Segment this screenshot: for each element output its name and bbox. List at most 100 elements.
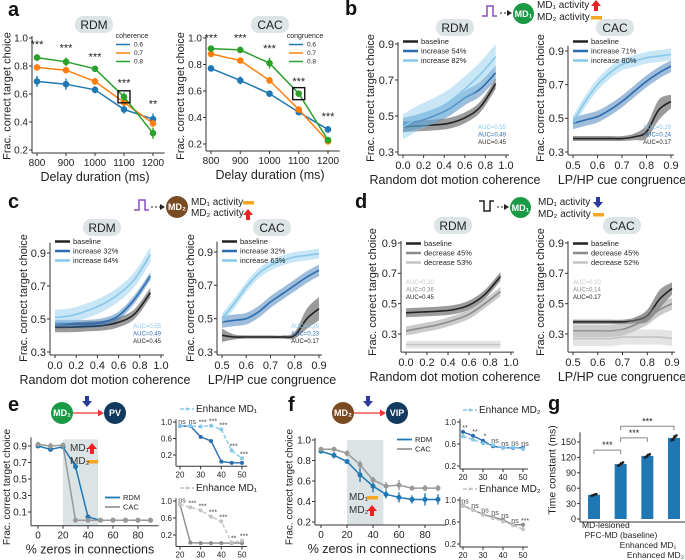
significance-label: *** (642, 416, 653, 426)
legend-label: decrease 45% (591, 249, 639, 258)
data-point (240, 538, 244, 543)
x-axis-label: Random dot motion coherence (20, 373, 191, 387)
y-tick-label: 0.9 (382, 238, 397, 250)
significance-label: ns (511, 518, 519, 525)
significance-bracket (620, 437, 648, 442)
confidence-band (55, 287, 151, 333)
y-axis-label: Frac. correct target choice (285, 428, 296, 545)
x-tick-label: 40 (499, 473, 508, 482)
data-point (120, 93, 128, 101)
data-point (135, 517, 141, 523)
subplot-bC: 0.30.50.70.90.5 0.6 0.7 0.8 0.9 (549, 19, 679, 172)
confidence-band (403, 65, 496, 133)
subplot-fM: 0.2 0.4 0.6 0.8 1.0 0 20 40 60 80 (297, 436, 447, 541)
data-point (219, 519, 224, 524)
auc-label: AUC=0.29 (291, 324, 320, 330)
data-point (396, 482, 402, 488)
x-tick-label: 50 (238, 551, 247, 560)
auc-label: AUC=0.17 (291, 339, 320, 345)
x-tick-label: 0 (318, 530, 324, 541)
subplot-g: 0 30 60 90 120 150 (561, 425, 685, 524)
y-tick-label: 0.7 (31, 281, 46, 293)
md2-label: MD₂ (70, 456, 90, 467)
data-point (91, 86, 99, 94)
y-tick-label: 0 (571, 514, 576, 524)
data-point (207, 45, 215, 52)
subplot-dR: 0.3 0.5 0.7 0.9 0.0 0.2 0.4 0.6 0.8 1.0 (382, 217, 519, 369)
x-tick-label: 0.8 (482, 357, 497, 369)
data-point (209, 423, 213, 428)
significance-label: *** (89, 52, 103, 64)
data-point (149, 129, 157, 137)
legend-label: baseline (240, 237, 268, 246)
series-line (54, 292, 152, 329)
bar (668, 437, 680, 519)
data-point (675, 434, 678, 437)
x-axis-label: LP/HP cue congruence (558, 173, 685, 187)
legend-label: 0.8 (307, 59, 316, 66)
x-tick-label: 0.4 (440, 357, 455, 369)
legend-label: increase 80% (591, 56, 637, 65)
x-tick-label: 0.2 (419, 357, 434, 369)
y-tick-label: 1.0 (188, 34, 202, 45)
data-point (85, 517, 91, 523)
legend-title: congruence (287, 33, 324, 40)
data-point (621, 461, 625, 464)
y-tick-label: 0.6 (445, 440, 457, 449)
data-point (435, 496, 441, 502)
y-tick-label: 0.3 (13, 491, 27, 502)
significance-label: ns (491, 438, 499, 445)
data-point (471, 433, 475, 438)
data-point (207, 65, 215, 72)
significance-label: ns (178, 497, 186, 504)
data-point (501, 445, 505, 450)
y-tick-label: 0.2 (161, 531, 173, 540)
legend-label: decrease 53% (424, 258, 472, 267)
subplot-dC: 0.3 0.5 0.7 0.9 0.5 0.6 0.7 0.8 0.9 (549, 217, 680, 369)
subplot-aC: 0.2 0.4 0.6 0.8 1.0 800 900 1000 1100 1200 (188, 16, 340, 167)
no-change-dash-icon (591, 16, 602, 20)
series-line (405, 290, 501, 332)
data-point (318, 446, 324, 452)
significance-label: *** (199, 420, 207, 427)
data-point (33, 54, 41, 61)
plot-title: RDM (80, 18, 107, 32)
significance-label: *** (199, 503, 207, 510)
no-change-dash-icon (87, 460, 98, 464)
data-point (198, 541, 203, 546)
legend-label: baseline (591, 37, 619, 46)
data-point (240, 460, 244, 465)
significance-label: *** (188, 500, 196, 507)
bar (588, 494, 600, 519)
x-tick-label: 1200 (317, 156, 340, 167)
arrowhead-icon (160, 204, 165, 210)
data-point (148, 517, 153, 523)
legend-marker (468, 408, 472, 412)
y-axis-label: Frac. correct target choice (1, 32, 13, 160)
confidence-band (573, 282, 672, 325)
data-point (178, 502, 182, 507)
y-tick-label: 0.5 (379, 111, 394, 123)
y-tick-label: 0.9 (549, 238, 564, 250)
y-tick-label: 0.2 (161, 451, 173, 460)
subplot-eB: 0.2 0.6 1.0 20 30 40 50 (161, 486, 248, 560)
inset-title: Enhance MD₁ (196, 404, 258, 415)
data-point (501, 519, 505, 524)
x-tick-label: 0.0 (47, 360, 62, 372)
significance-label: *** (521, 518, 529, 525)
plot-title: RDM (439, 219, 466, 233)
data-point (188, 424, 193, 429)
significance-label: *** (240, 451, 248, 458)
x-tick-label: 60 (107, 531, 119, 542)
legend-label: decrease 45% (424, 249, 472, 258)
significance-label: *** (629, 428, 640, 438)
x-tick-label: 0.2 (69, 360, 84, 372)
legend-label: baseline (424, 239, 452, 248)
md2-node: MD₂ (166, 196, 188, 218)
y-tick-label: 0.5 (382, 299, 397, 311)
y-tick-label: 0.7 (198, 280, 213, 292)
significance-label: *** (118, 78, 132, 90)
subplot-fB: 0.2 0.6 1.0 20 30 40 50 (445, 487, 528, 560)
data-point (357, 472, 363, 478)
md1-node: MD₁ (51, 402, 73, 424)
